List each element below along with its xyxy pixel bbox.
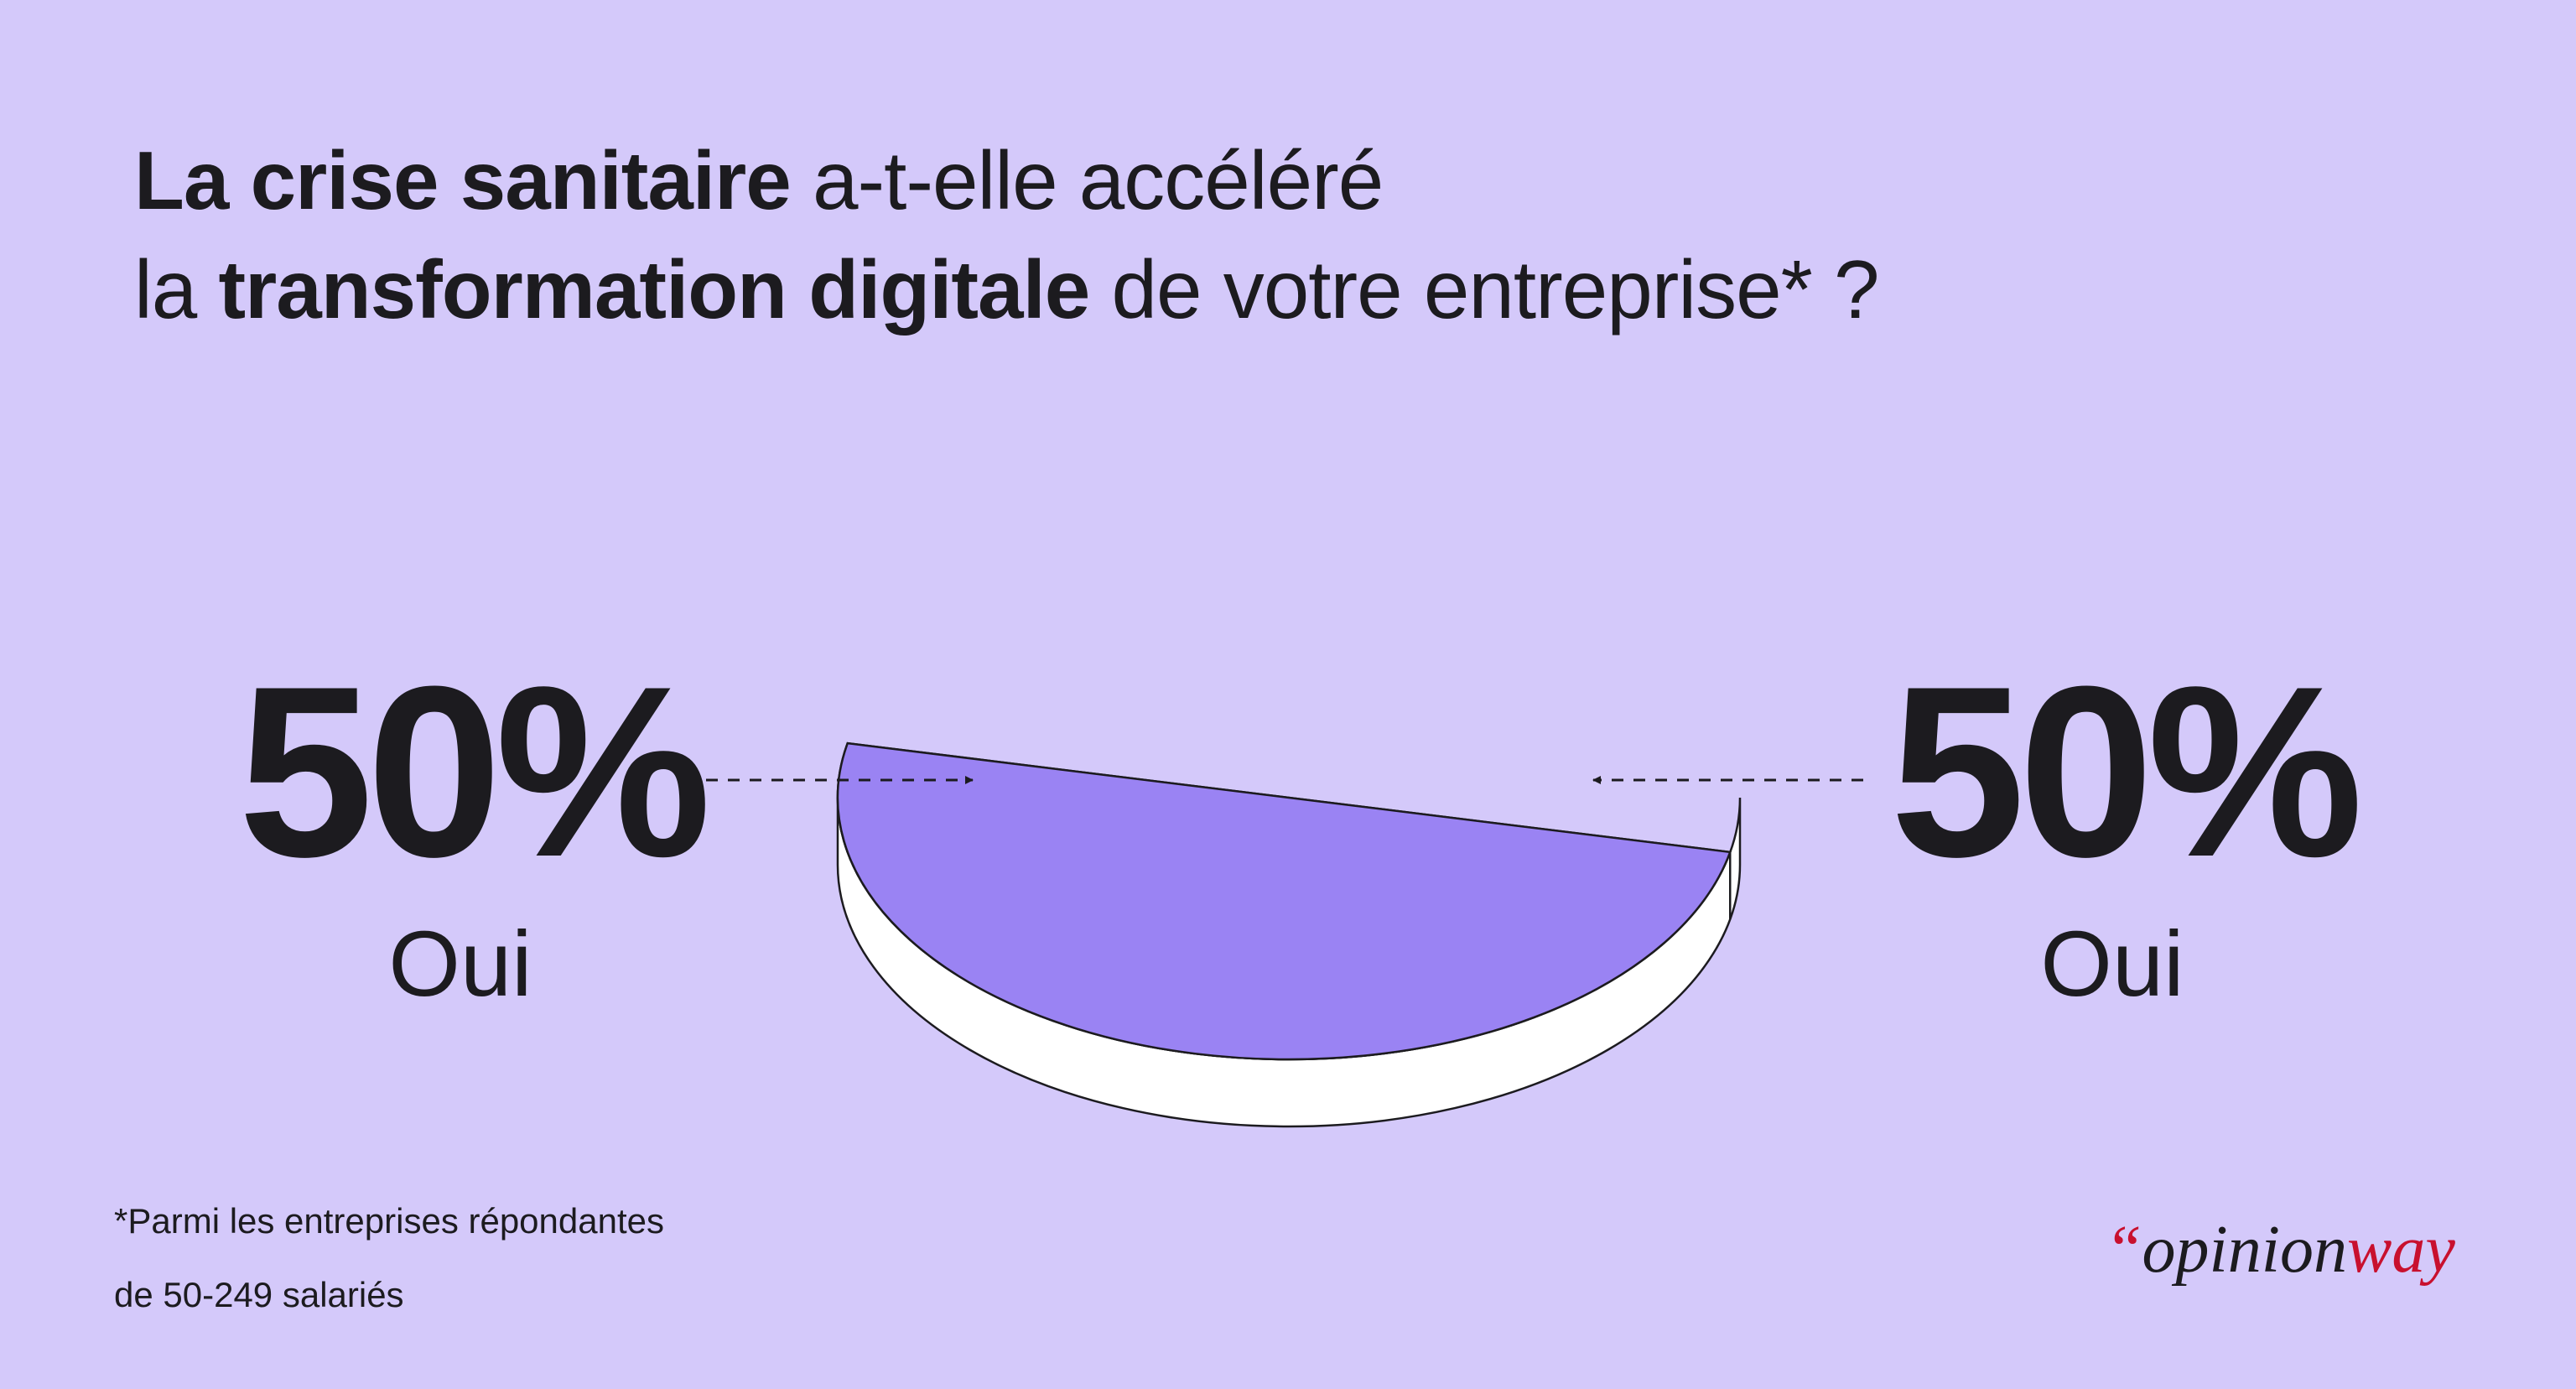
pie-slice-2: [838, 743, 1730, 1059]
chart-title: La crise sanitaire a-t-elle accéléré la …: [134, 126, 1880, 344]
title-line1-bold: La crise sanitaire: [134, 134, 792, 226]
opinionway-logo: “opinionway: [2105, 1213, 2455, 1287]
footnote: *Parmi les entreprises répondantes de 50…: [114, 1184, 664, 1332]
title-line2-start: la: [134, 243, 219, 336]
slice-value-right: 50%: [1890, 636, 2363, 908]
footnote-line1: *Parmi les entreprises répondantes: [114, 1201, 665, 1241]
title-line2-rest: de votre entreprise* ?: [1089, 243, 1880, 336]
pie-top: [838, 743, 1730, 1059]
title-line1-rest: a-t-elle accéléré: [790, 134, 1384, 226]
title-line2-bold: transformation digitale: [218, 243, 1091, 336]
slice-value-left: 50%: [238, 636, 711, 908]
slice-label-left: Oui: [388, 913, 532, 1016]
footnote-line2: de 50-249 salariés: [114, 1275, 404, 1314]
slice-label-right: Oui: [2040, 913, 2184, 1016]
